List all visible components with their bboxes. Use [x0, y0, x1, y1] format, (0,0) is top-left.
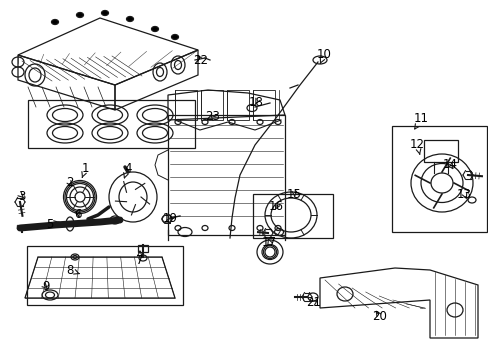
Text: 5: 5: [46, 217, 59, 230]
Text: 14: 14: [442, 158, 457, 171]
Text: 20: 20: [371, 310, 386, 323]
Text: 9: 9: [42, 280, 49, 293]
Bar: [226, 90, 248, 120]
Bar: [423, 140, 457, 162]
Ellipse shape: [76, 13, 83, 18]
Text: 15: 15: [286, 188, 302, 201]
Text: 19: 19: [163, 212, 178, 225]
Text: 3: 3: [18, 189, 25, 202]
Text: 8: 8: [66, 264, 79, 276]
Text: 16: 16: [268, 201, 284, 213]
Text: 4: 4: [123, 162, 131, 178]
Ellipse shape: [126, 17, 133, 22]
Bar: [252, 90, 274, 120]
Bar: [252, 194, 332, 238]
Bar: [175, 90, 197, 120]
Bar: [28, 100, 195, 148]
Text: 18: 18: [248, 95, 264, 108]
Text: 11: 11: [413, 112, 428, 129]
Bar: [391, 126, 486, 232]
Text: 23: 23: [204, 111, 220, 123]
Ellipse shape: [151, 27, 158, 31]
Bar: [138, 245, 148, 252]
Text: 12: 12: [409, 139, 424, 154]
Bar: [201, 90, 223, 120]
Text: 22: 22: [193, 54, 207, 67]
Bar: [27, 246, 183, 305]
Text: 17: 17: [262, 235, 276, 248]
Ellipse shape: [102, 10, 108, 15]
Ellipse shape: [171, 35, 178, 40]
Text: 2: 2: [66, 176, 73, 189]
Text: 6: 6: [74, 207, 82, 220]
Text: 7: 7: [136, 251, 143, 267]
Text: 21: 21: [305, 297, 320, 310]
Text: 10: 10: [317, 48, 331, 63]
Text: 1: 1: [81, 162, 89, 177]
Text: 13: 13: [456, 188, 471, 201]
Ellipse shape: [51, 19, 59, 24]
